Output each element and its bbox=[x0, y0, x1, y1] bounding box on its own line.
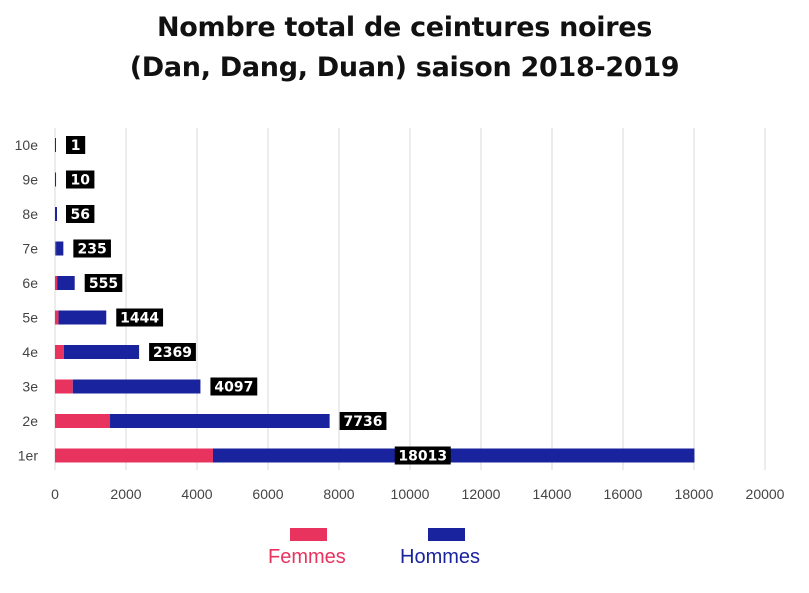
chart-title-line-1: Nombre total de ceintures noires bbox=[156, 12, 653, 43]
x-tick-label: 6000 bbox=[252, 486, 283, 502]
x-tick-label: 10000 bbox=[391, 486, 430, 502]
total-label-box bbox=[149, 343, 196, 361]
y-category-label: 10e bbox=[15, 137, 39, 153]
total-label-box bbox=[84, 274, 123, 292]
bar-femmes bbox=[55, 276, 58, 290]
total-label: 10 bbox=[70, 173, 90, 189]
total-label: 7736 bbox=[344, 414, 383, 430]
x-tick-label: 0 bbox=[51, 486, 59, 502]
bar-hommes bbox=[58, 310, 107, 325]
bar-hommes bbox=[110, 414, 330, 428]
bar-hommes bbox=[212, 448, 695, 463]
x-tick-label: 20000 bbox=[746, 486, 785, 502]
y-category-label: 6e bbox=[22, 275, 38, 291]
total-label: 2369 bbox=[153, 345, 192, 361]
total-label: 1444 bbox=[120, 311, 159, 327]
total-label-box bbox=[339, 412, 387, 430]
total-label: 1 bbox=[71, 138, 81, 154]
y-category-label: 2e bbox=[22, 413, 38, 429]
x-tick-label: 2000 bbox=[110, 486, 141, 502]
bar-femmes bbox=[55, 379, 73, 394]
legend-swatch-femmes bbox=[290, 528, 327, 541]
x-tick-label: 16000 bbox=[604, 486, 643, 502]
y-category-label: 8e bbox=[22, 206, 38, 222]
total-label-box bbox=[394, 446, 451, 465]
chart-title-line-2: (Dan, Dang, Duan) saison 2018-2019 bbox=[129, 52, 680, 83]
total-label-box bbox=[73, 239, 111, 258]
bar-femmes bbox=[55, 414, 111, 428]
bar-hommes bbox=[57, 276, 75, 290]
total-label-box bbox=[116, 308, 164, 327]
x-tick-label: 8000 bbox=[323, 486, 354, 502]
total-label-box bbox=[66, 205, 95, 223]
bar-hommes bbox=[63, 345, 140, 359]
legend-label-hommes: Hommes bbox=[400, 546, 481, 568]
x-tick-label: 18000 bbox=[675, 486, 714, 502]
x-tick-label: 14000 bbox=[533, 486, 572, 502]
bar-femmes bbox=[55, 345, 64, 359]
bar-femmes bbox=[55, 241, 57, 256]
x-tick-label: 4000 bbox=[181, 486, 212, 502]
y-category-label: 7e bbox=[22, 241, 38, 257]
bar-hommes bbox=[55, 138, 56, 152]
y-category-label: 5e bbox=[22, 310, 38, 326]
y-category-label: 1er bbox=[18, 448, 39, 464]
legend-swatch-hommes bbox=[428, 528, 465, 541]
total-label-box bbox=[210, 377, 258, 396]
y-category-label: 3e bbox=[22, 379, 38, 395]
total-label-box bbox=[66, 136, 86, 154]
total-label: 56 bbox=[70, 207, 89, 223]
total-label: 555 bbox=[89, 276, 118, 292]
bar-hommes bbox=[55, 172, 57, 187]
total-label: 235 bbox=[78, 242, 107, 258]
y-category-label: 9e bbox=[22, 172, 38, 188]
x-tick-label: 12000 bbox=[462, 486, 501, 502]
bar-femmes bbox=[55, 310, 59, 325]
total-label: 18013 bbox=[398, 449, 447, 465]
legend-label-femmes: Femmes bbox=[268, 546, 346, 568]
bar-hommes bbox=[72, 379, 201, 394]
y-category-label: 4e bbox=[22, 344, 38, 360]
total-label-box bbox=[66, 170, 95, 189]
bar-femmes bbox=[55, 448, 213, 463]
bar-hommes bbox=[56, 241, 64, 256]
total-label: 4097 bbox=[214, 380, 253, 396]
bar-hommes bbox=[55, 207, 57, 221]
